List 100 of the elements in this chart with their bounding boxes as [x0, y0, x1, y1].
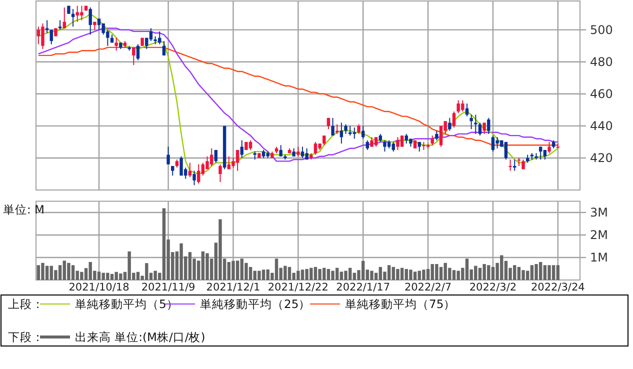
bar — [422, 270, 426, 280]
line-series — [38, 28, 558, 162]
y-tick-label: 500 — [590, 23, 613, 38]
bar — [482, 264, 486, 280]
candlestick — [344, 124, 348, 134]
bar — [128, 251, 131, 280]
candlestick — [366, 140, 370, 150]
annotation: 単位: M — [3, 202, 44, 216]
candlestick — [206, 156, 209, 170]
bar — [236, 260, 240, 280]
bar — [67, 262, 70, 280]
candlestick — [279, 144, 282, 157]
candlestick — [361, 125, 365, 140]
candlestick — [218, 164, 222, 182]
candlestick — [482, 122, 486, 134]
candlestick — [439, 125, 443, 148]
candlestick — [132, 46, 136, 66]
candlestick — [240, 140, 244, 158]
candlestick — [322, 135, 326, 146]
candlestick — [452, 111, 456, 128]
bar — [232, 260, 235, 280]
candlestick — [474, 114, 478, 134]
candlestick — [331, 117, 334, 136]
candlestick — [478, 122, 482, 136]
bar — [162, 208, 166, 280]
bar — [97, 272, 101, 280]
candlestick — [357, 124, 360, 134]
candlestick — [508, 159, 512, 172]
bar — [244, 262, 248, 280]
bar — [478, 268, 482, 280]
bar — [387, 265, 391, 280]
bar — [248, 266, 252, 280]
y-tick-label: 480 — [590, 55, 613, 70]
candlestick — [430, 135, 434, 146]
x-tick-label: 2021/10/18 — [68, 282, 130, 294]
bar — [314, 266, 318, 280]
bar — [136, 272, 140, 280]
candlestick — [192, 170, 196, 186]
candlestick — [41, 22, 44, 50]
candlestick — [248, 140, 252, 150]
bar — [262, 270, 266, 280]
bar — [188, 252, 192, 280]
bar — [530, 265, 534, 280]
candlestick — [45, 20, 49, 34]
candlestick — [548, 141, 551, 154]
candlestick — [196, 164, 200, 184]
bar — [206, 253, 209, 280]
bar — [110, 274, 114, 280]
candlestick — [210, 148, 214, 166]
candlestick — [236, 149, 240, 172]
bar — [491, 266, 495, 280]
bar — [154, 270, 157, 280]
x-tick-label: 2021/12/1 — [206, 282, 260, 294]
bar — [538, 262, 542, 280]
candlestick — [149, 28, 153, 42]
bar — [201, 251, 205, 280]
y-tick-label: 1M — [590, 250, 608, 265]
candlestick — [370, 136, 374, 148]
bar — [517, 266, 521, 280]
candlestick — [504, 141, 508, 160]
candlestick — [300, 146, 304, 158]
bar — [300, 270, 304, 280]
bar — [326, 268, 330, 280]
candlestick — [97, 18, 101, 30]
y-tick-label: 440 — [590, 119, 613, 134]
x-tick-label: 2022/3/24 — [530, 282, 586, 294]
candlestick — [392, 141, 395, 152]
bar — [344, 270, 348, 280]
bar — [45, 266, 49, 280]
bar — [409, 270, 412, 280]
candlestick — [180, 156, 183, 176]
bar — [180, 243, 183, 280]
y-tick-label: 2M — [590, 228, 608, 242]
bar — [522, 270, 525, 280]
legend-title: 下段： — [8, 330, 44, 344]
bar — [534, 264, 538, 280]
bar — [370, 270, 374, 280]
y-tick-label: 420 — [590, 151, 613, 166]
bar — [552, 265, 556, 280]
candlestick — [114, 37, 118, 52]
bar — [548, 265, 551, 280]
bar — [361, 260, 365, 280]
candlestick — [374, 136, 378, 148]
legend-label: 出来高 単位:(M株/口/枚) — [75, 330, 206, 344]
candlestick — [470, 114, 473, 130]
candlestick — [50, 29, 53, 45]
legend-label: 単純移動平均（25） — [200, 297, 311, 312]
bar — [274, 258, 278, 280]
y-tick-label: 3M — [590, 206, 608, 220]
x-tick-label: 2022/1/17 — [336, 282, 390, 294]
x-tick-label: 2022/2/7 — [404, 282, 452, 294]
candlestick — [88, 6, 92, 36]
legend-title: 上段： — [8, 297, 44, 312]
x-tick-label: 2022/3/2 — [469, 282, 517, 294]
candlestick — [383, 140, 386, 152]
candlestick — [340, 122, 344, 144]
candlestick — [396, 136, 400, 150]
candlestick — [296, 146, 300, 157]
bar — [218, 219, 222, 280]
bar — [331, 270, 334, 280]
